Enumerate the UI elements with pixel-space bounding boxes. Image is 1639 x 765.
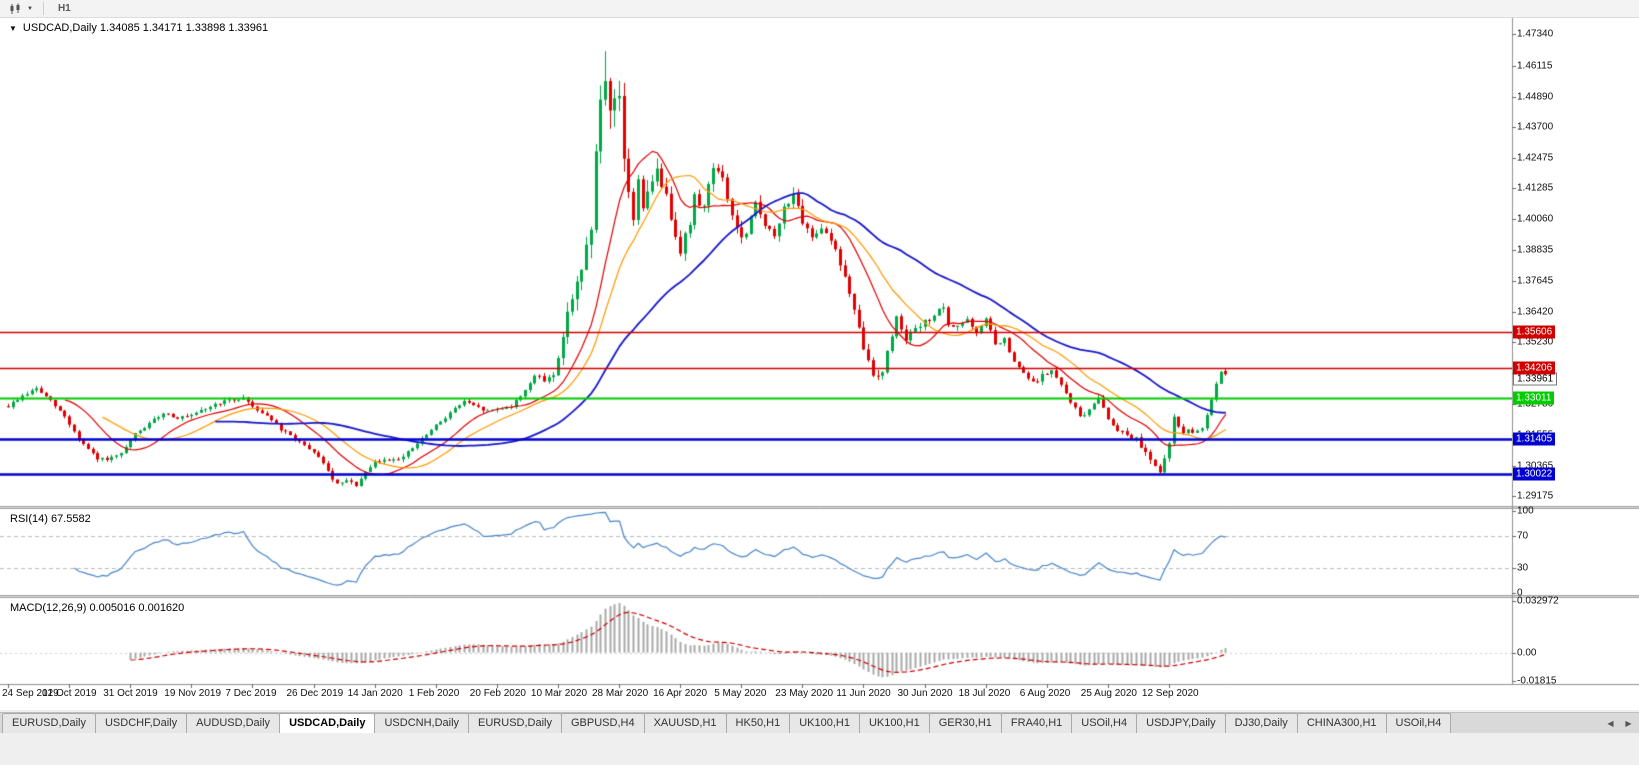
tab-eurusd-daily[interactable]: EURUSD,Daily bbox=[468, 713, 562, 733]
chart-tab-bar: EURUSD,Daily USDCHF,Daily AUDUSD,Daily USDC… bbox=[0, 712, 1639, 733]
tab-usdcnh-daily[interactable]: USDCNH,Daily bbox=[374, 713, 470, 733]
tab-gbpusd-h4[interactable]: GBPUSD,H4 bbox=[561, 713, 645, 733]
tab-xauusd-h1[interactable]: XAUUSD,H1 bbox=[643, 713, 727, 733]
tab-audusd-daily[interactable]: AUDUSD,Daily bbox=[186, 713, 281, 733]
tab-eurusd-daily[interactable]: EURUSD,Daily bbox=[2, 713, 96, 733]
tab-scroll-right-button[interactable]: ▶ bbox=[1625, 719, 1632, 728]
tab-dj30-daily[interactable]: DJ30,Daily bbox=[1224, 713, 1298, 733]
chevron-down-icon: ▼ bbox=[27, 5, 33, 12]
tab-fra40-h1[interactable]: FRA40,H1 bbox=[1000, 713, 1073, 733]
price-chart-canvas[interactable] bbox=[0, 18, 1639, 710]
timeframe-button-h1[interactable]: H1 bbox=[57, 2, 71, 14]
tab-hk50-h1[interactable]: HK50,H1 bbox=[725, 713, 791, 733]
tab-ger30-h1[interactable]: GER30,H1 bbox=[928, 713, 1002, 733]
tab-usoil-h4[interactable]: USOil,H4 bbox=[1071, 713, 1138, 733]
tab-usdjpy-daily[interactable]: USDJPY,Daily bbox=[1136, 713, 1226, 733]
chart-toolbar: ▼ M1M5M15M30H1H4D1W1MN bbox=[0, 0, 1639, 78]
chart-tabs: EURUSD,Daily USDCHF,Daily AUDUSD,Daily USDC… bbox=[2, 713, 1452, 733]
tab-scroll-left-button[interactable]: ◀ bbox=[1607, 719, 1614, 728]
toolbar-separator bbox=[42, 2, 44, 15]
candlestick-chart-icon bbox=[10, 3, 20, 14]
tab-scroll-arrows: ◀ ▶ bbox=[1603, 716, 1636, 731]
tab-uk100-h1[interactable]: UK100,H1 bbox=[789, 713, 860, 733]
tab-uk100-h1[interactable]: UK100,H1 bbox=[858, 713, 930, 733]
tab-usoil-h4[interactable]: USOil,H4 bbox=[1385, 713, 1452, 733]
tab-usdcad-daily[interactable]: USDCAD,Daily bbox=[279, 713, 376, 733]
tab-china300-h1[interactable]: CHINA300,H1 bbox=[1296, 713, 1387, 733]
chart-type-dropdown[interactable]: ▼ bbox=[4, 1, 37, 17]
tab-usdchf-daily[interactable]: USDCHF,Daily bbox=[94, 713, 188, 733]
